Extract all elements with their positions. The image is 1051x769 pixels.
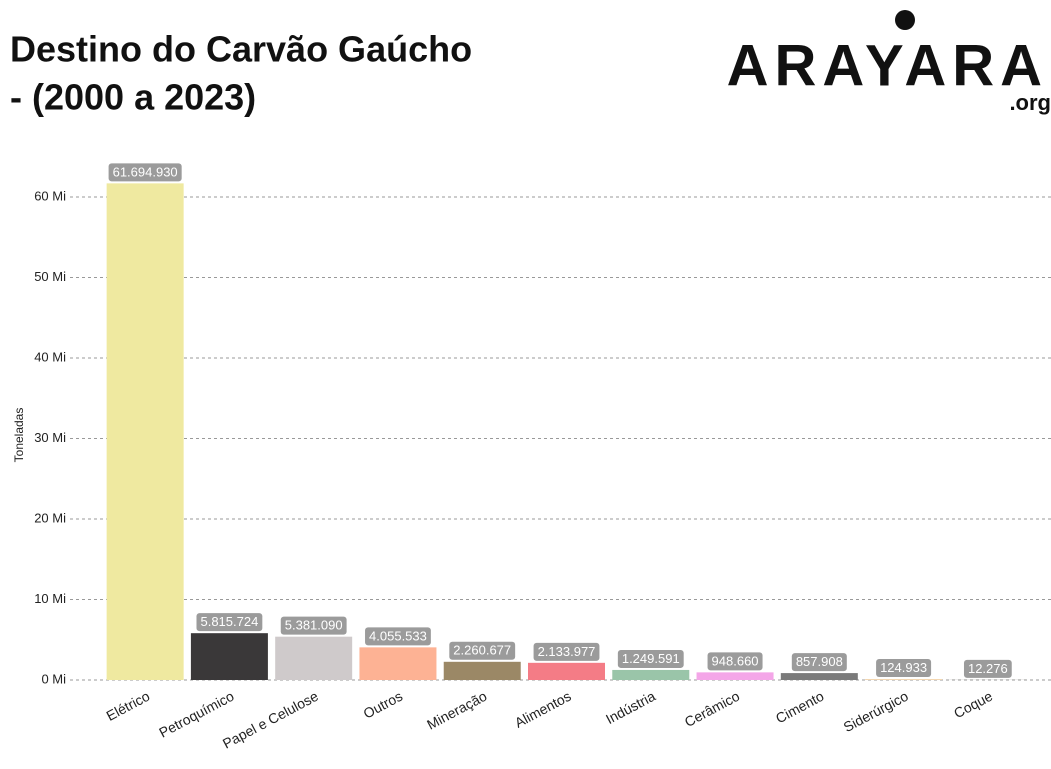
value-label: 5.381.090 <box>285 618 343 633</box>
value-label-bg <box>617 649 684 668</box>
y-tick-label: 0 Mi <box>41 671 66 686</box>
x-tick-label: Papel e Celulose <box>220 688 321 752</box>
y-tick-label: 10 Mi <box>34 591 66 606</box>
value-label-bg <box>963 659 1012 678</box>
bar <box>528 662 605 680</box>
value-label: 61.694.930 <box>113 164 178 179</box>
value-label-bg <box>533 642 600 661</box>
y-axis-title: Toneladas <box>12 408 26 463</box>
x-tick-label: Cimento <box>773 688 827 727</box>
logo: ARAYARA <box>727 33 1048 98</box>
value-label-bg <box>365 627 431 646</box>
bar <box>275 636 353 680</box>
x-tick-label: Elétrico <box>104 688 153 724</box>
chart-title: Destino do Carvão Gaúcho <box>10 29 472 70</box>
logo-icon <box>895 10 915 30</box>
value-label-bg <box>707 652 763 671</box>
y-tick-label: 60 Mi <box>34 188 66 203</box>
value-label: 948.660 <box>712 653 759 668</box>
x-tick-label: Indústria <box>603 688 658 727</box>
bar <box>106 183 184 680</box>
x-tick-label: Cerâmico <box>682 688 743 730</box>
value-label-bg <box>280 616 347 635</box>
logo-domain: .org <box>1009 90 1051 115</box>
bar <box>190 633 268 680</box>
x-tick-label: Petroquímico <box>156 688 237 741</box>
x-tick-label: Siderúrgico <box>841 688 911 735</box>
y-tick-label: 40 Mi <box>34 349 66 364</box>
x-tick-label: Alimentos <box>512 688 574 731</box>
chart-title: - (2000 a 2023) <box>10 77 256 118</box>
bar <box>696 672 774 680</box>
value-label: 12.276 <box>968 661 1008 676</box>
value-label: 124.933 <box>880 660 927 675</box>
bar <box>780 673 858 680</box>
y-tick-label: 50 Mi <box>34 269 66 284</box>
value-label: 5.815.724 <box>200 614 258 629</box>
x-tick-label: Outros <box>360 688 405 722</box>
bar <box>443 661 521 680</box>
y-tick-label: 30 Mi <box>34 430 66 445</box>
value-label-bg <box>791 653 847 672</box>
x-tick-label: Mineração <box>424 688 489 733</box>
bar <box>359 647 437 680</box>
value-label: 4.055.533 <box>369 628 427 643</box>
value-label-bg <box>876 658 932 677</box>
x-tick-label: Coque <box>951 688 995 722</box>
value-label-bg <box>108 163 182 182</box>
bar <box>865 678 943 680</box>
value-label-bg <box>449 641 516 660</box>
value-label: 1.249.591 <box>622 651 680 666</box>
value-label: 2.260.677 <box>453 643 511 658</box>
y-tick-label: 20 Mi <box>34 510 66 525</box>
bar <box>612 669 690 680</box>
value-label: 857.908 <box>796 654 843 669</box>
value-label-bg <box>196 613 263 632</box>
value-label: 2.133.977 <box>538 644 596 659</box>
